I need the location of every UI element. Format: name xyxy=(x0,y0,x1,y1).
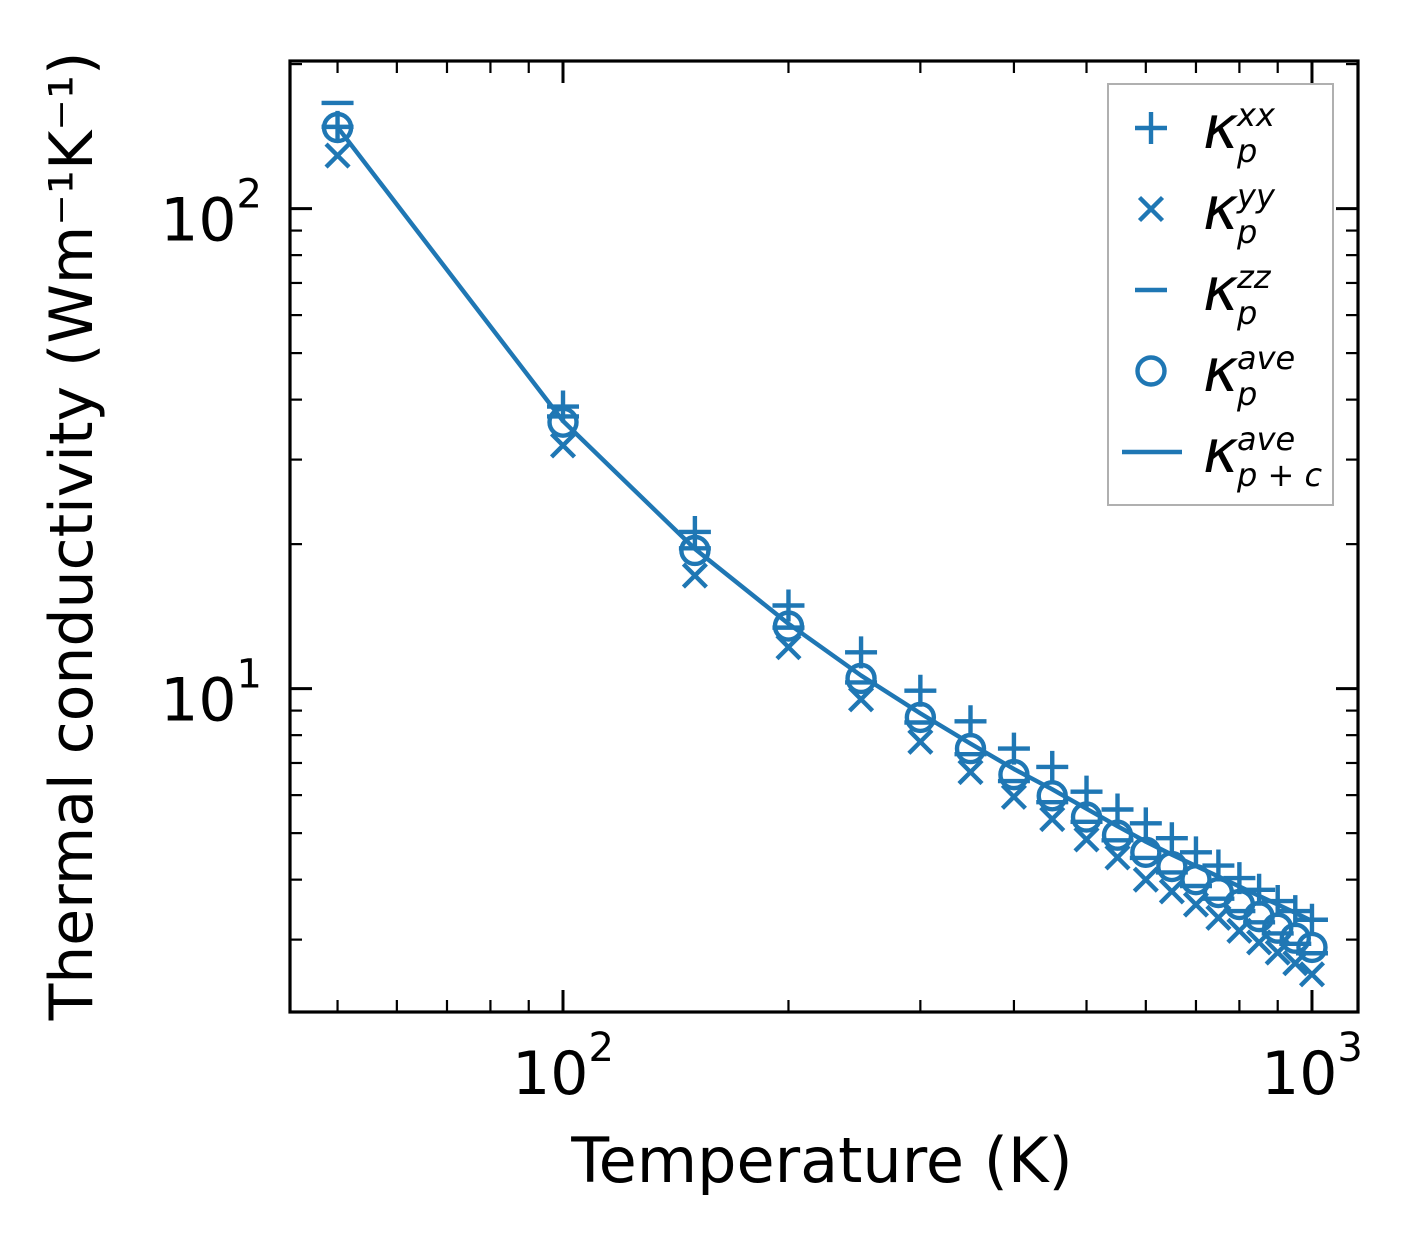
x-tick-label-1000: 103 xyxy=(1261,1025,1363,1109)
x-axis-label: Temperature (K) xyxy=(570,1124,1072,1197)
circle-marker xyxy=(1296,931,1328,964)
y-tick-label-100: 102 xyxy=(160,172,262,256)
x-marker xyxy=(1137,195,1165,223)
circle-marker xyxy=(1279,922,1311,954)
legend-subscript: p xyxy=(1236,375,1257,413)
plus-marker xyxy=(1036,750,1069,783)
x-marker xyxy=(681,562,708,589)
legend-kappa-symbol: κ xyxy=(1203,93,1239,163)
axis-tick-labels: 102 103 102 101 xyxy=(160,172,1363,1109)
legend-subscript: p xyxy=(1236,294,1257,332)
data-series xyxy=(321,100,1328,988)
circle-marker xyxy=(1223,888,1256,921)
circle-marker xyxy=(772,610,805,642)
series-kappa-p-ave xyxy=(321,111,1328,964)
legend-superscript: zz xyxy=(1236,258,1272,296)
circle-marker xyxy=(1262,912,1294,944)
circle-marker xyxy=(547,406,579,438)
plus-marker xyxy=(1129,807,1162,840)
circle-marker xyxy=(321,111,354,144)
legend-subscript: p xyxy=(1236,213,1257,251)
circle-marker xyxy=(904,701,937,734)
legend-superscript: xx xyxy=(1236,96,1276,134)
legend-superscript: ave xyxy=(1237,420,1295,458)
x-marker xyxy=(1104,844,1131,871)
x-marker xyxy=(1000,783,1027,810)
x-marker xyxy=(1298,961,1326,988)
y-axis-label: Thermal conductivity (Wm⁻¹K⁻¹) xyxy=(37,52,107,1022)
legend-box xyxy=(1107,83,1334,506)
plus-marker xyxy=(772,589,805,622)
x-marker xyxy=(549,432,577,459)
y-tick-label-10: 101 xyxy=(160,652,262,736)
circle-marker xyxy=(1130,836,1162,869)
plus-marker xyxy=(954,705,987,738)
legend-kappa-symbol: κ xyxy=(1203,174,1239,244)
legend-subscript: p xyxy=(1236,132,1257,170)
x-marker xyxy=(1039,805,1066,833)
plot-frame xyxy=(288,59,1360,1014)
x-marker xyxy=(1158,878,1185,905)
x-tick-label-100: 102 xyxy=(512,1025,614,1109)
circle-marker xyxy=(679,534,711,567)
x-marker xyxy=(1073,826,1100,853)
legend-superscript: yy xyxy=(1236,177,1276,215)
plus-marker xyxy=(678,515,711,548)
legend-superscript: ave xyxy=(1237,339,1295,377)
kappa-p-plus-c-line xyxy=(335,125,1313,923)
plus-marker xyxy=(1135,112,1167,144)
plus-marker xyxy=(904,674,937,707)
x-marker xyxy=(324,142,351,169)
axis-ticks xyxy=(290,61,1358,1012)
legend-kappa-symbol: κ xyxy=(1203,417,1239,487)
x-marker xyxy=(957,759,984,786)
plus-marker xyxy=(1155,822,1188,855)
x-marker xyxy=(907,728,934,755)
series-kappa-p-xx xyxy=(321,110,1328,936)
circle-marker xyxy=(954,732,987,765)
x-marker xyxy=(1132,866,1159,893)
circle-marker xyxy=(845,662,877,695)
legend-subscript: p + c xyxy=(1236,456,1322,494)
circle-marker xyxy=(1135,355,1167,387)
legend-kappa-symbol: κ xyxy=(1203,255,1239,325)
legend-kappa-symbol: κ xyxy=(1203,336,1239,406)
plus-marker xyxy=(1179,836,1212,869)
series-kappa-p-plus-c-ave xyxy=(335,125,1313,923)
